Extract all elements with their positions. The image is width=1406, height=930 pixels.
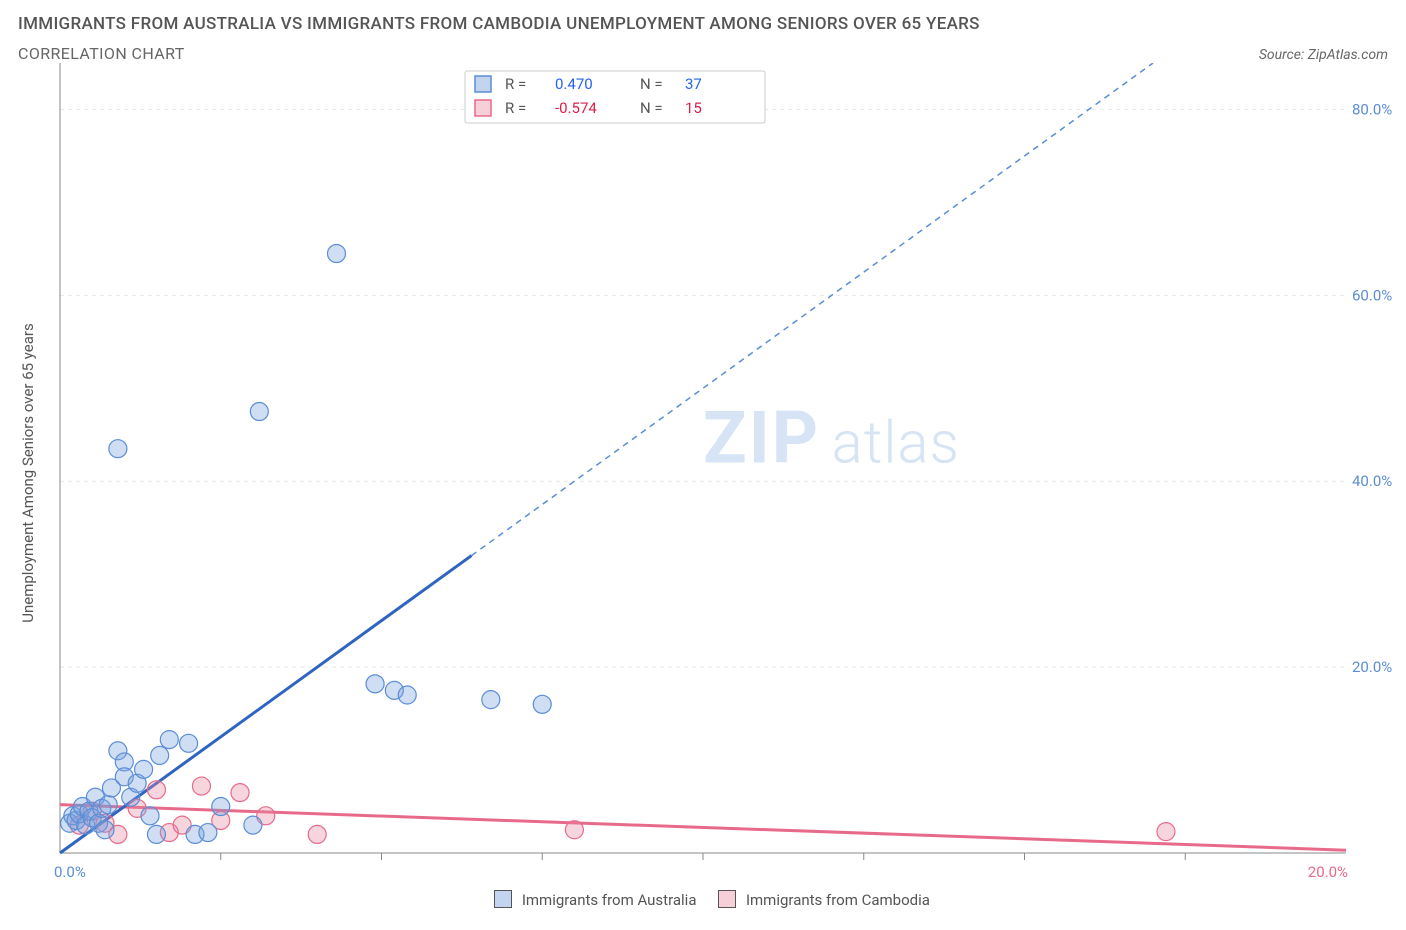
- svg-text:15: 15: [685, 99, 702, 117]
- y-axis-label: Unemployment Among Seniors over 65 years: [19, 323, 37, 622]
- svg-text:ZIP: ZIP: [703, 396, 820, 481]
- chart-area: Unemployment Among Seniors over 65 years…: [0, 63, 1406, 911]
- svg-text:37: 37: [685, 75, 702, 93]
- chart-title: IMMIGRANTS FROM AUSTRALIA VS IMMIGRANTS …: [18, 14, 1388, 34]
- svg-text:atlas: atlas: [832, 410, 960, 478]
- svg-text:20.0%: 20.0%: [1352, 658, 1392, 676]
- legend-swatch-cambodia: [718, 890, 736, 908]
- svg-text:R =: R =: [505, 99, 526, 117]
- svg-text:N =: N =: [640, 75, 663, 93]
- svg-text:0.0%: 0.0%: [54, 863, 86, 881]
- scatter-chart: 20.0% 40.0% 60.0% 80.0% ZIPatlas 0.0% 20.0% R =…: [0, 63, 1406, 883]
- footer-legend: Immigrants from Australia Immigrants fro…: [0, 890, 1406, 909]
- chart-header: IMMIGRANTS FROM AUSTRALIA VS IMMIGRANTS …: [0, 0, 1406, 63]
- svg-text:20.0%: 20.0%: [1308, 863, 1348, 881]
- svg-text:N =: N =: [640, 99, 663, 117]
- svg-text:60.0%: 60.0%: [1352, 286, 1392, 304]
- legend-label-cambodia: Immigrants from Cambodia: [746, 891, 930, 909]
- svg-text:R =: R =: [505, 75, 526, 93]
- svg-text:80.0%: 80.0%: [1352, 100, 1392, 118]
- svg-text:-0.574: -0.574: [555, 99, 597, 117]
- svg-text:0.470: 0.470: [555, 75, 593, 93]
- chart-subtitle: CORRELATION CHART: [18, 44, 185, 63]
- chart-source: Source: ZipAtlas.com: [1259, 47, 1388, 63]
- legend-swatch-australia: [494, 890, 512, 908]
- svg-text:40.0%: 40.0%: [1352, 472, 1392, 490]
- legend-label-australia: Immigrants from Australia: [522, 891, 697, 909]
